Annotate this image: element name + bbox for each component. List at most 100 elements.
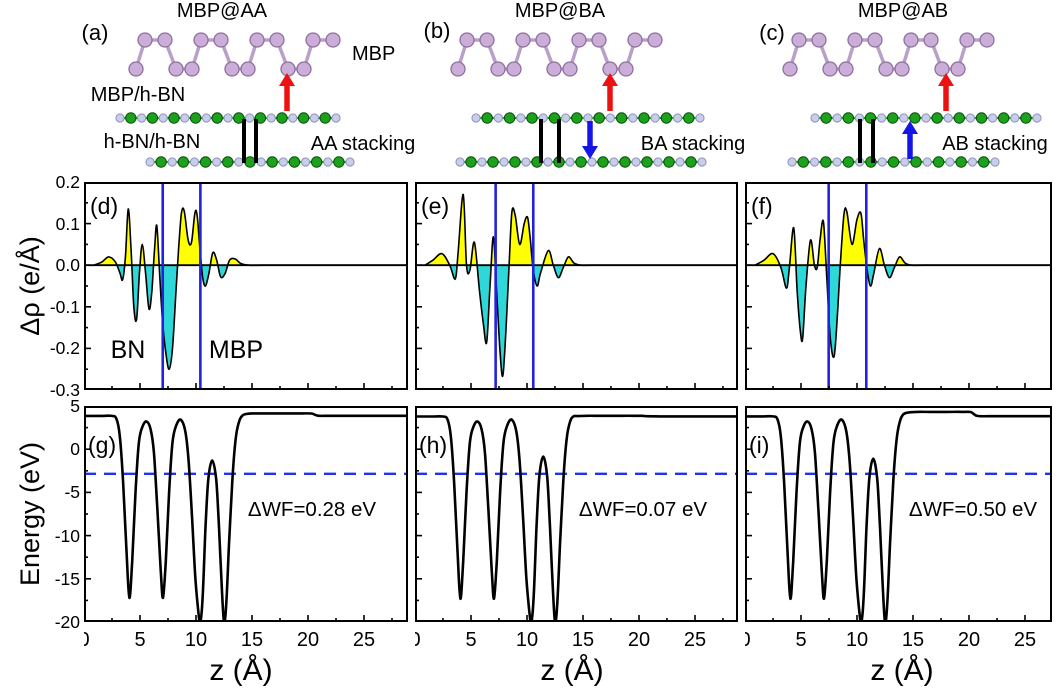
phosphorus-atom	[224, 61, 240, 77]
nitrogen-atom	[641, 156, 653, 168]
nitrogen-atom	[465, 156, 477, 168]
panel-letter: (e)	[421, 193, 449, 219]
boron-atom	[516, 113, 526, 123]
plot-panel-i: (i) ΔWF=0.50 eV 0 5 10 15 20 25 z (Å)	[745, 406, 1052, 687]
mbp-chain-2	[782, 32, 995, 77]
nitrogen-atom	[887, 112, 899, 124]
boron-atom	[809, 157, 820, 167]
boron-atom	[245, 113, 255, 123]
boron-atom	[455, 157, 465, 167]
charge-density-curve	[84, 207, 408, 371]
boron-atom	[565, 157, 575, 167]
stacking-label: AB stacking	[942, 133, 1048, 155]
structure-title-2: MBP@AB	[858, 0, 948, 22]
phosphorus-atom	[791, 32, 807, 48]
plot-border	[415, 182, 738, 390]
phosphorus-atom	[571, 32, 587, 48]
work-function-annotation: ΔWF=0.07 eV	[579, 498, 708, 521]
boron-atom	[345, 157, 355, 167]
phosphorus-atom	[280, 61, 296, 77]
phosphorus-atom	[515, 32, 531, 48]
x-tick-label: 15	[902, 629, 924, 651]
phosphorus-atom	[782, 61, 798, 77]
boron-atom	[583, 113, 593, 123]
boron-atom	[921, 113, 931, 123]
boron-atom	[1010, 113, 1020, 123]
boron-atom	[675, 157, 685, 167]
nitrogen-atom	[842, 156, 855, 168]
x-tick-label: 10	[185, 629, 207, 651]
nitrogen-atom	[288, 156, 301, 168]
boron-atom	[471, 113, 481, 123]
nitrogen-atom	[593, 112, 605, 124]
boron-atom	[899, 113, 909, 123]
nitrogen-atom	[887, 156, 900, 168]
x-tick-label: 0	[84, 629, 90, 651]
phosphorus-atom	[979, 32, 995, 48]
boron-atom	[278, 157, 288, 167]
potential-curve	[745, 410, 1052, 622]
plot-border	[745, 406, 1052, 622]
phosphorus-atom	[811, 32, 827, 48]
x-tick-label: 15	[572, 629, 594, 651]
region-label: BN	[111, 336, 146, 364]
nitrogen-atom	[503, 112, 516, 124]
nitrogen-atom	[155, 156, 167, 168]
boron-atom	[832, 113, 842, 123]
nitrogen-atom	[211, 112, 223, 124]
plot-panel-d: (d) BN MBP	[84, 182, 408, 390]
phosphorus-atom	[269, 32, 285, 48]
structure-models-row: MBP@AA (a) AA stacking MBP@BA (b) BA stacking…	[82, 0, 1048, 168]
panel-letter: (a)	[82, 20, 109, 45]
boron-atom	[223, 113, 233, 123]
middle-y-tick-label: 0.2	[55, 172, 80, 192]
nitrogen-atom	[571, 112, 583, 124]
bottom-y-tick-label: -10	[54, 525, 80, 546]
boron-atom	[587, 157, 597, 167]
x-tick-label: 5	[134, 629, 145, 651]
boron-atom	[832, 157, 842, 167]
plot-panel-h: (h) ΔWF=0.07 eV 0 5 10 15 20 25 z (Å)	[415, 406, 738, 687]
phosphorus-atom	[506, 61, 522, 77]
nitrogen-atom	[276, 112, 288, 124]
nitrogen-atom	[575, 156, 587, 168]
nitrogen-atom	[481, 112, 493, 124]
nitrogen-atom	[663, 156, 675, 168]
bottom-y-axis-label: Energy (eV)	[15, 441, 45, 587]
charge-density-curve	[745, 207, 1052, 359]
panel-letter: (d)	[90, 193, 118, 219]
charge-transfer-arrow-red	[938, 73, 954, 111]
nitrogen-atom	[1020, 112, 1032, 124]
middle-y-tick-label: 0.1	[55, 213, 80, 234]
boron-atom	[1032, 113, 1042, 123]
charge-transfer-arrow-red	[602, 73, 618, 111]
boron-atom	[650, 113, 660, 123]
x-axis-label: z (Å)	[870, 654, 933, 687]
boron-atom	[167, 157, 177, 167]
phosphorus-atom	[867, 32, 883, 48]
phosphorus-atom	[184, 61, 200, 77]
boron-atom	[990, 157, 1000, 167]
hbn-top-layer-0	[115, 112, 341, 124]
boron-atom	[158, 113, 168, 123]
phosphorus-atom	[535, 32, 551, 48]
boron-atom	[234, 157, 244, 167]
phosphorus-atom	[240, 61, 256, 77]
nitrogen-atom	[233, 112, 245, 124]
boron-atom	[521, 157, 531, 167]
hbn-bottom-layer-0	[145, 156, 355, 168]
phosphorus-atom	[847, 32, 863, 48]
nitrogen-atom	[189, 112, 202, 124]
boron-atom	[543, 157, 553, 167]
boron-atom	[201, 113, 211, 123]
mbp-layer-label: MBP	[352, 43, 395, 65]
boron-atom	[988, 113, 998, 123]
boron-atom	[967, 157, 978, 167]
panel-letter: (g)	[88, 432, 116, 458]
nitrogen-atom	[683, 112, 695, 124]
boron-atom	[256, 157, 266, 167]
structure-title-1: MBP@BA	[515, 0, 606, 22]
boron-atom	[945, 157, 955, 167]
x-tick-label: 5	[465, 629, 476, 651]
